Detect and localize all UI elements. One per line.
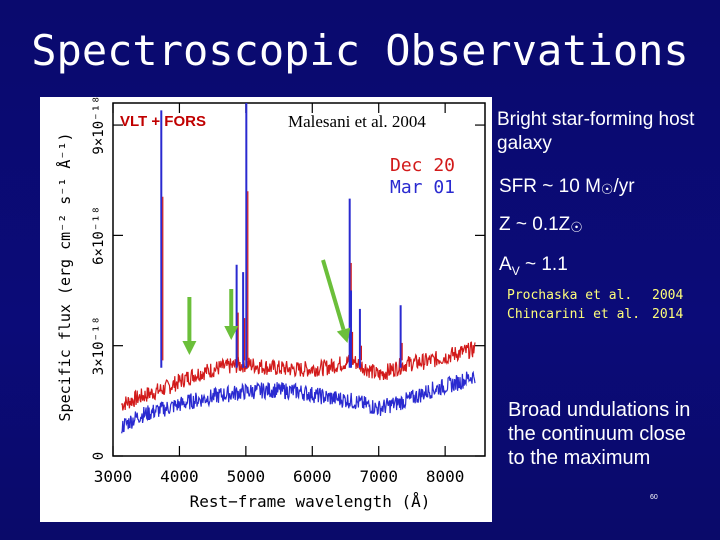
metallicity-note: Z ~ 0.1Z☉: [499, 214, 583, 236]
arrow-shaft: [321, 259, 346, 331]
annotation-arrow: [182, 297, 197, 355]
x-tick-label: 3000: [94, 467, 133, 486]
slide-title: Spectroscopic Observations: [31, 26, 689, 75]
reference-row: Chincarini et al. 2014: [507, 305, 683, 324]
undulations-note: Broad undulations in the continuum close…: [508, 399, 691, 469]
reference-author: Chincarini et al.: [507, 307, 641, 322]
emission-lines: [160, 103, 403, 368]
annotation-arrow: [224, 289, 239, 340]
z-prefix: Z ~ 0.1Z: [499, 214, 571, 235]
annotation-arrow: [321, 259, 351, 343]
x-tick-label: 8000: [426, 467, 465, 486]
reference-author: Prochaska et al.: [507, 288, 633, 303]
y-tick-label: 6×10⁻¹⁸: [91, 206, 107, 265]
y-tick-label: 3×10⁻¹⁸: [91, 316, 107, 375]
y-axis-label: Specific flux (erg cm⁻² s⁻¹ Å⁻¹): [55, 133, 74, 422]
host-note: Bright star-forming host galaxy: [497, 109, 695, 154]
tick-labels: 3000 4000 5000 6000 7000 8000 0 3×10⁻¹⁸ 6×10⁻¹⁸ 9…: [91, 97, 464, 486]
reference-year: 2004: [652, 288, 684, 303]
series-line-mar-01: [121, 370, 476, 434]
spectrum-chart: 3000 4000 5000 6000 7000 8000 0 3×10⁻¹⁸ 6×10⁻¹⁸ 9…: [55, 97, 486, 511]
x-tick-label: 4000: [160, 467, 199, 486]
av-prefix: A: [499, 254, 512, 275]
series-line-dec-20: [121, 341, 476, 411]
arrow-head: [224, 326, 239, 340]
instrument-label: VLT + FORS: [120, 113, 206, 130]
legend-mar01: Mar 01: [390, 177, 456, 198]
sfr-note: SFR ~ 10 M☉/yr: [499, 176, 635, 198]
spectrum-figure: 3000 4000 5000 6000 7000 8000 0 3×10⁻¹⁸ 6×10⁻¹⁸ 9…: [40, 97, 492, 522]
plot-frame: [112, 102, 486, 457]
page-number: 60: [650, 494, 658, 501]
x-tick-label: 7000: [359, 467, 398, 486]
sfr-prefix: SFR ~ 10 M: [499, 176, 601, 197]
series-lines: [121, 341, 476, 434]
arrow-head: [182, 341, 197, 355]
extinction-note: AV ~ 1.1: [499, 254, 568, 278]
x-tick-label: 6000: [293, 467, 332, 486]
y-tick-label: 0: [91, 452, 107, 460]
av-subscript: V: [511, 263, 520, 278]
sun-symbol-icon: ☉: [570, 219, 583, 235]
sun-symbol-icon: ☉: [600, 181, 614, 197]
x-tick-label: 5000: [227, 467, 266, 486]
reference-year: 2014: [652, 307, 684, 322]
av-suffix: ~ 1.1: [519, 254, 568, 275]
sfr-suffix: /yr: [613, 176, 635, 197]
arrow-head: [336, 327, 351, 343]
x-axis-label: Rest−frame wavelength (Å): [190, 492, 431, 511]
legend-dec20: Dec 20: [390, 155, 456, 176]
annotation-arrows: [182, 259, 351, 355]
reference-row: Prochaska et al. 2004: [507, 286, 683, 305]
references: Prochaska et al. 2004 Chincarini et al. …: [507, 286, 683, 324]
axis-ticks: [112, 103, 485, 457]
y-tick-label: 9×10⁻¹⁸: [91, 97, 107, 155]
citation-label: Malesani et al. 2004: [288, 112, 426, 131]
